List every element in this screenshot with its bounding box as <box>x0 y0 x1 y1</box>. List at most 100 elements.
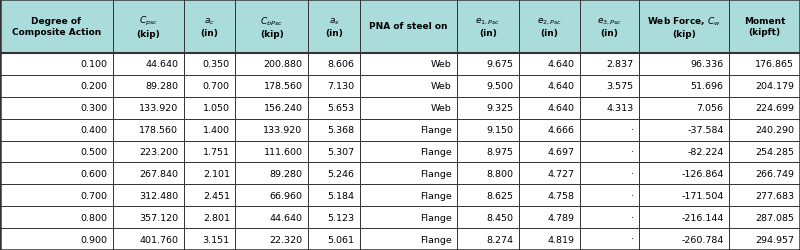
Text: $e_{1,Psc}$
(in): $e_{1,Psc}$ (in) <box>475 16 501 38</box>
Bar <box>729 163 800 184</box>
Bar <box>458 184 518 206</box>
Bar <box>518 163 580 184</box>
Bar <box>113 206 184 228</box>
Text: 2.837: 2.837 <box>606 60 634 69</box>
Text: -126.864: -126.864 <box>682 169 723 178</box>
Bar <box>518 141 580 163</box>
Bar <box>458 141 518 163</box>
Text: 9.150: 9.150 <box>486 126 513 134</box>
Bar <box>184 76 235 97</box>
Text: 0.100: 0.100 <box>80 60 107 69</box>
Text: 1.050: 1.050 <box>203 104 230 113</box>
Bar <box>308 119 360 141</box>
Text: 8.800: 8.800 <box>486 169 513 178</box>
Text: ·: · <box>630 169 634 178</box>
Text: 22.320: 22.320 <box>270 234 302 244</box>
Bar <box>580 0 639 54</box>
Text: 3.575: 3.575 <box>606 82 634 91</box>
Bar <box>0 119 113 141</box>
Bar <box>580 163 639 184</box>
Text: Flange: Flange <box>420 148 452 156</box>
Text: 133.920: 133.920 <box>139 104 178 113</box>
Bar <box>580 228 639 250</box>
Text: 8.274: 8.274 <box>486 234 513 244</box>
Bar <box>308 97 360 119</box>
Text: 8.975: 8.975 <box>486 148 513 156</box>
Bar <box>639 119 729 141</box>
Bar <box>458 206 518 228</box>
Text: 7.056: 7.056 <box>697 104 723 113</box>
Bar <box>184 163 235 184</box>
Bar <box>458 163 518 184</box>
Text: 89.280: 89.280 <box>270 169 302 178</box>
Text: -260.784: -260.784 <box>682 234 723 244</box>
Text: 4.819: 4.819 <box>547 234 574 244</box>
Text: Web Force, $C_w$
(kip): Web Force, $C_w$ (kip) <box>647 15 721 39</box>
Bar <box>580 141 639 163</box>
Text: 4.789: 4.789 <box>547 213 574 222</box>
Text: ·: · <box>630 148 634 156</box>
Bar <box>458 97 518 119</box>
Bar <box>360 119 458 141</box>
Text: 0.800: 0.800 <box>80 213 107 222</box>
Text: 0.350: 0.350 <box>202 60 230 69</box>
Bar <box>308 184 360 206</box>
Bar <box>308 54 360 76</box>
Bar <box>0 206 113 228</box>
Bar <box>0 141 113 163</box>
Bar <box>360 76 458 97</box>
Text: Flange: Flange <box>420 191 452 200</box>
Bar <box>308 0 360 54</box>
Bar <box>639 206 729 228</box>
Bar <box>518 119 580 141</box>
Bar <box>518 54 580 76</box>
Bar <box>360 228 458 250</box>
Bar <box>518 0 580 54</box>
Text: 224.699: 224.699 <box>755 104 794 113</box>
Text: 254.285: 254.285 <box>755 148 794 156</box>
Bar <box>458 119 518 141</box>
Bar <box>729 119 800 141</box>
Bar <box>113 141 184 163</box>
Text: 96.336: 96.336 <box>690 60 723 69</box>
Text: 1.400: 1.400 <box>203 126 230 134</box>
Text: Moment
(kipft): Moment (kipft) <box>744 17 786 37</box>
Text: 223.200: 223.200 <box>139 148 178 156</box>
Bar <box>639 54 729 76</box>
Bar <box>580 76 639 97</box>
Bar <box>518 206 580 228</box>
Text: 277.683: 277.683 <box>755 191 794 200</box>
Text: $a_c$
(in): $a_c$ (in) <box>201 16 218 38</box>
Text: 4.640: 4.640 <box>547 82 574 91</box>
Text: 2.101: 2.101 <box>203 169 230 178</box>
Text: ·: · <box>630 126 634 134</box>
Bar <box>235 119 308 141</box>
Bar <box>235 0 308 54</box>
Bar <box>113 54 184 76</box>
Text: 200.880: 200.880 <box>263 60 302 69</box>
Text: 4.727: 4.727 <box>547 169 574 178</box>
Bar <box>235 76 308 97</box>
Text: 156.240: 156.240 <box>263 104 302 113</box>
Bar <box>308 206 360 228</box>
Text: PNA of steel on: PNA of steel on <box>370 22 448 31</box>
Text: Flange: Flange <box>420 213 452 222</box>
Bar <box>639 97 729 119</box>
Text: 8.450: 8.450 <box>486 213 513 222</box>
Bar <box>729 206 800 228</box>
Bar <box>113 0 184 54</box>
Bar <box>458 76 518 97</box>
Bar <box>113 97 184 119</box>
Text: 2.801: 2.801 <box>203 213 230 222</box>
Bar <box>360 54 458 76</box>
Text: 89.280: 89.280 <box>145 82 178 91</box>
Bar <box>729 0 800 54</box>
Text: ·: · <box>630 191 634 200</box>
Bar <box>308 141 360 163</box>
Text: 133.920: 133.920 <box>263 126 302 134</box>
Bar <box>0 0 113 54</box>
Text: 0.700: 0.700 <box>80 191 107 200</box>
Text: Web: Web <box>431 60 452 69</box>
Bar <box>308 163 360 184</box>
Text: 0.500: 0.500 <box>80 148 107 156</box>
